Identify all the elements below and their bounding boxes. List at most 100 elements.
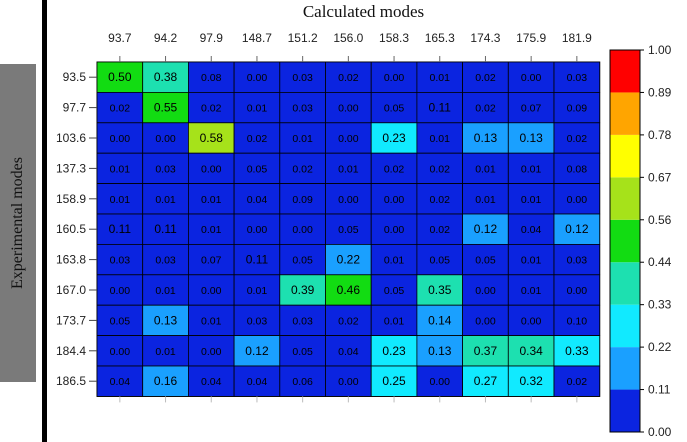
heatmap-cell [370,335,418,367]
heatmap-cell [370,122,418,154]
cell-value-label: 0.00 [338,133,359,145]
cell-value-label: 0.05 [475,255,496,267]
cell-value-label: 0.12 [474,222,498,236]
heatmap-cell [462,92,509,124]
heatmap-cell [142,122,189,154]
cell-value-label: 0.01 [201,224,222,236]
heatmap-cell [553,365,601,397]
cell-value-label: 0.05 [247,163,268,175]
colorbar-tick-label: 0.78 [648,128,672,142]
cell-value-label: 0.00 [247,224,268,236]
cell-value-label: 0.09 [292,194,313,206]
cell-value-label: 0.02 [384,163,405,175]
heatmap-cell [507,274,555,306]
heatmap-cell [325,365,372,397]
heatmap-cell [279,243,326,276]
cell-value-label: 0.04 [110,376,131,388]
colorbar-segment [610,50,640,93]
cell-value-label: 0.03 [155,255,176,267]
x-axis-label: Calculated modes [302,2,425,21]
heatmap-cell [142,365,189,397]
cell-value-label: 0.01 [155,285,176,297]
heatmap-cell [96,304,144,337]
colorbar-tick-label: 0.44 [648,255,672,269]
heatmap-cell [233,365,281,397]
cell-value-label: 0.07 [521,103,542,115]
cell-value-label: 0.05 [110,315,131,327]
cell-value-label: 0.01 [521,285,542,297]
cell-value-label: 0.00 [292,224,313,236]
y-tick-label: 93.5 [63,70,87,84]
cell-value-label: 0.32 [519,374,543,388]
colorbar-tick-label: 0.22 [648,340,672,354]
cell-value-label: 0.03 [567,72,588,84]
heatmap-cell [416,183,463,215]
cell-value-label: 0.34 [519,344,543,358]
cell-value-label: 0.23 [382,344,406,358]
x-tick-label: 181.9 [562,31,592,45]
heatmap-cell [507,304,555,337]
heatmap-cell [462,152,509,184]
x-tick-label: 165.3 [425,31,455,45]
colorbar-segment [610,134,640,178]
heatmap-cell [553,122,601,154]
cell-value-label: 0.37 [474,344,498,358]
left-border-line [42,0,47,442]
cell-value-label: 0.05 [384,103,405,115]
cell-value-label: 0.38 [154,70,178,84]
heatmap-cell [325,122,372,154]
cell-value-label: 0.00 [201,285,222,297]
heatmap-cell [370,152,418,184]
heatmap-cell [187,92,235,124]
heatmap-cell [553,61,601,93]
cell-value-label: 0.05 [384,285,405,297]
cell-value-label: 0.01 [384,315,405,327]
cell-value-label: 0.02 [338,72,359,84]
heatmap-cell [370,304,418,337]
cell-value-label: 0.11 [246,253,269,267]
cell-value-label: 0.00 [567,285,588,297]
heatmap-cell [462,183,509,215]
cell-value-label: 0.02 [201,103,222,115]
heatmap-cell [416,243,463,276]
heatmap-cell [233,213,281,245]
cell-value-label: 0.01 [155,194,176,206]
cell-value-label: 0.00 [247,72,268,84]
cell-value-label: 0.00 [110,285,131,297]
heatmap-cell [142,183,189,215]
x-tick-label: 175.9 [516,31,546,45]
cell-value-label: 0.00 [110,346,131,358]
cell-value-label: 0.03 [567,255,588,267]
cell-value-label: 0.13 [154,313,178,327]
heatmap-cell [416,92,463,124]
cell-value-label: 0.01 [475,163,496,175]
cell-value-label: 0.02 [430,163,451,175]
cell-value-label: 0.01 [201,315,222,327]
y-tick-label: 184.4 [56,344,86,358]
cell-value-label: 0.58 [200,131,224,145]
heatmap-cell [279,183,326,215]
cell-value-label: 0.01 [521,163,542,175]
cell-value-label: 0.01 [201,194,222,206]
cell-value-label: 0.22 [337,253,361,267]
cell-value-label: 0.08 [567,163,588,175]
cell-value-label: 0.00 [475,315,496,327]
cell-value-label: 0.00 [384,194,405,206]
x-tick-label: 158.3 [379,31,409,45]
cell-value-label: 0.00 [384,72,405,84]
cell-value-label: 0.25 [382,374,406,388]
cell-value-label: 0.01 [430,133,451,145]
heatmap-cell [553,304,601,337]
cell-value-label: 0.01 [521,255,542,267]
cell-value-label: 0.13 [428,344,452,358]
colorbar-frame [609,49,641,433]
heatmap-cell [187,122,235,154]
cell-value-label: 0.01 [110,163,131,175]
cell-value-label: 0.00 [567,194,588,206]
cell-value-label: 0.04 [247,376,268,388]
heatmap-cell [370,365,418,397]
cell-value-label: 0.01 [110,194,131,206]
heatmap-cell [416,61,463,93]
